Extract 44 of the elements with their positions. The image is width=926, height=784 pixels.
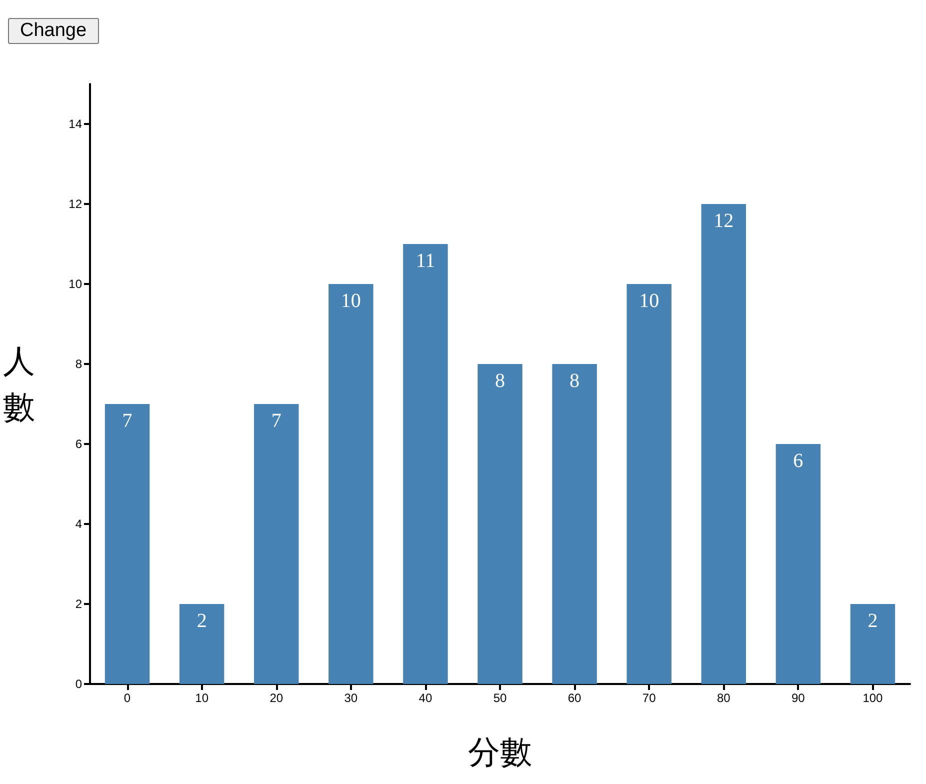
x-tick-label: 0 bbox=[124, 691, 131, 705]
bar bbox=[776, 444, 821, 684]
y-tick-label: 6 bbox=[75, 437, 82, 451]
y-tick-label: 12 bbox=[68, 197, 82, 211]
bar bbox=[328, 284, 374, 684]
data-label: 8 bbox=[570, 370, 580, 392]
bar bbox=[403, 244, 448, 684]
x-tick-label: 100 bbox=[862, 691, 884, 705]
y-tick-label: 0 bbox=[75, 677, 82, 691]
y-tick-label: 4 bbox=[75, 517, 82, 531]
x-tick-label: 20 bbox=[270, 691, 284, 705]
x-tick-label: 70 bbox=[642, 691, 656, 705]
data-label: 2 bbox=[868, 610, 878, 632]
y-tick-label: 10 bbox=[68, 277, 82, 291]
data-label: 2 bbox=[196, 610, 207, 632]
y-tick-label: 2 bbox=[75, 597, 82, 611]
bar bbox=[552, 364, 597, 684]
y-axis-title: 人數 bbox=[3, 342, 35, 426]
x-tick-label: 40 bbox=[418, 691, 432, 705]
bar bbox=[179, 604, 224, 684]
x-tick-label: 10 bbox=[195, 691, 209, 705]
data-label: 8 bbox=[495, 370, 505, 392]
bar bbox=[478, 364, 522, 684]
x-tick-label: 60 bbox=[568, 691, 582, 705]
bar bbox=[254, 404, 299, 684]
bar bbox=[701, 204, 746, 684]
x-tick-label: 80 bbox=[716, 691, 731, 705]
data-label: 10 bbox=[639, 290, 660, 312]
data-label: 10 bbox=[340, 290, 361, 312]
data-label: 7 bbox=[271, 410, 282, 432]
data-label: 6 bbox=[793, 450, 804, 472]
bar bbox=[104, 404, 150, 684]
data-label: 11 bbox=[416, 250, 436, 272]
x-tick-label: 50 bbox=[493, 691, 507, 705]
data-label: 7 bbox=[122, 410, 132, 432]
x-axis-title: 分數 bbox=[468, 733, 532, 771]
data-label: 12 bbox=[714, 210, 734, 232]
x-tick-label: 30 bbox=[344, 691, 358, 705]
y-tick-label: 8 bbox=[75, 357, 82, 371]
y-tick-label: 14 bbox=[68, 117, 82, 131]
bar bbox=[626, 284, 672, 684]
change-button: Change bbox=[8, 18, 99, 44]
bar bbox=[850, 604, 896, 684]
x-tick-label: 90 bbox=[792, 691, 806, 705]
